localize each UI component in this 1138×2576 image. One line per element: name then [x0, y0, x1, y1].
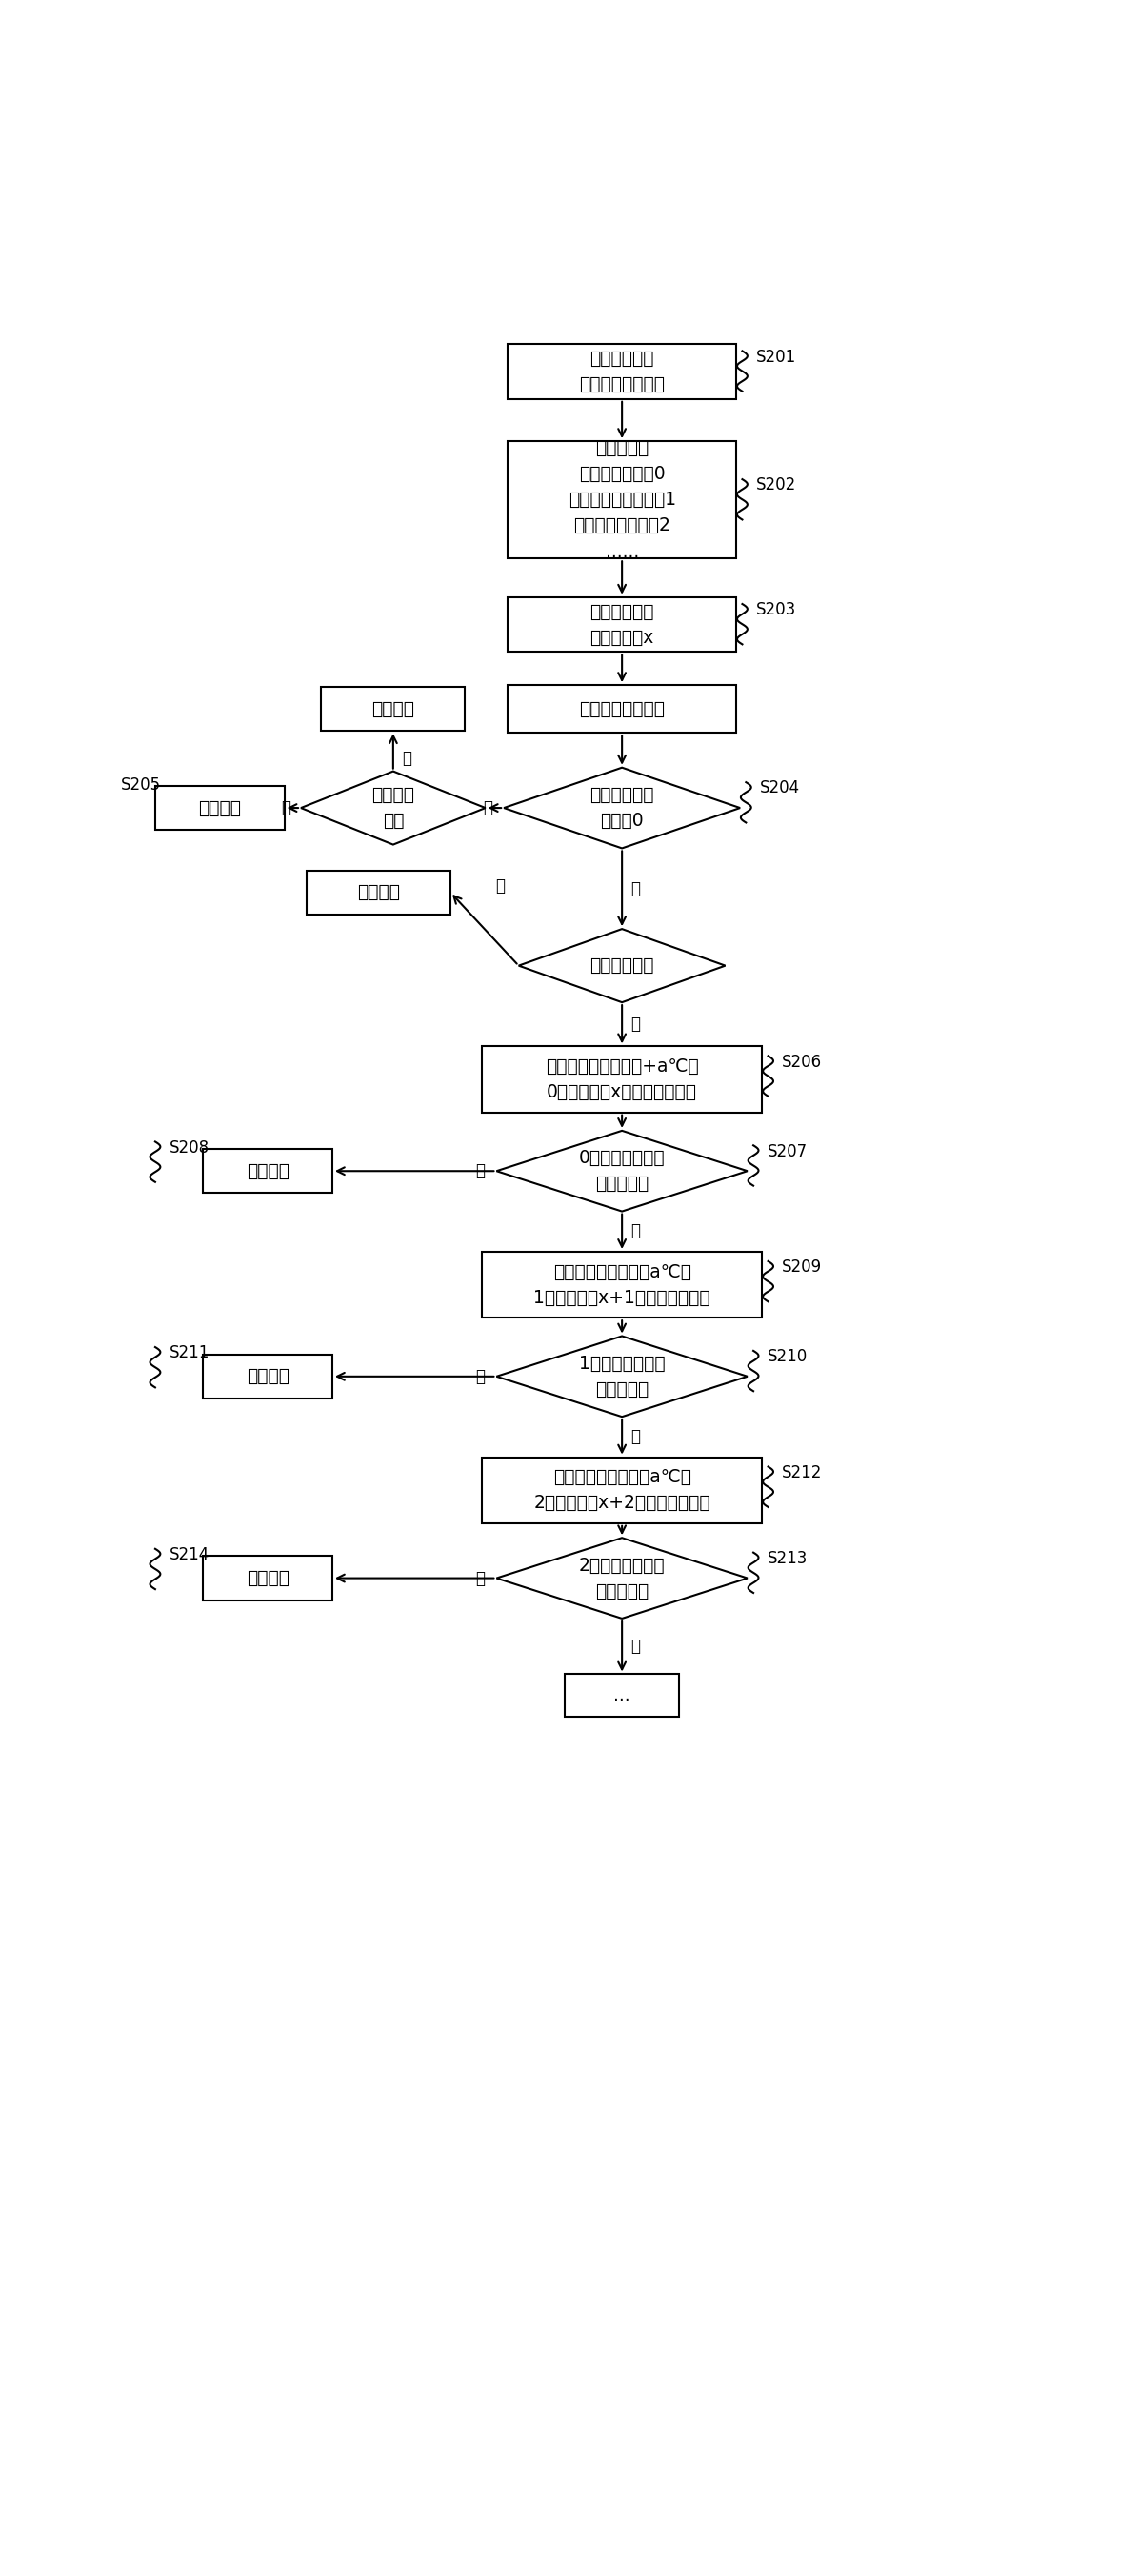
Bar	[204, 1355, 332, 1399]
Text: 进入制冷判断过程: 进入制冷判断过程	[579, 701, 665, 719]
Text: 是: 是	[476, 1569, 485, 1587]
Text: 否: 否	[630, 1638, 640, 1654]
Text: S206: S206	[782, 1054, 823, 1072]
Text: 安排温度未低于下限+a℃的
0级库房中的x个一起进入制冷: 安排温度未低于下限+a℃的 0级库房中的x个一起进入制冷	[545, 1056, 699, 1103]
Text: 否: 否	[495, 878, 505, 894]
Text: 是否需要制冷: 是否需要制冷	[589, 956, 654, 974]
Text: S202: S202	[757, 477, 797, 495]
Text: 根据实际工程
预设库房负荷大小: 根据实际工程 预设库房负荷大小	[579, 350, 665, 394]
Text: S211: S211	[170, 1345, 209, 1363]
Polygon shape	[504, 768, 740, 848]
Polygon shape	[496, 1131, 748, 1211]
Bar	[508, 345, 736, 399]
Text: 否: 否	[630, 1224, 640, 1239]
Bar	[306, 871, 451, 914]
Bar	[481, 1458, 762, 1522]
Bar	[508, 598, 736, 652]
Text: S205: S205	[122, 775, 162, 793]
Text: 进入制冷: 进入制冷	[246, 1162, 289, 1180]
Bar	[321, 688, 465, 732]
Text: S214: S214	[170, 1546, 209, 1564]
Text: S208: S208	[170, 1139, 209, 1157]
Text: S212: S212	[782, 1463, 823, 1481]
Text: S201: S201	[757, 348, 797, 366]
Text: 进入制冷: 进入制冷	[246, 1368, 289, 1386]
Text: S213: S213	[767, 1551, 808, 1566]
Text: 否: 否	[630, 881, 640, 896]
Text: S204: S204	[760, 781, 800, 796]
Text: 判断库房位级
是否为0: 判断库房位级 是否为0	[589, 786, 654, 829]
Text: 2级库房满足以上
条件就绪？: 2级库房满足以上 条件就绪？	[579, 1556, 665, 1600]
Text: 是否需要
制冷: 是否需要 制冷	[372, 786, 414, 829]
Text: 设定联合制冷
库房的个数x: 设定联合制冷 库房的个数x	[589, 603, 654, 647]
Text: 进入制冷: 进入制冷	[246, 1569, 289, 1587]
Polygon shape	[519, 930, 725, 1002]
Bar	[155, 786, 284, 829]
Text: 否: 否	[630, 1427, 640, 1445]
Text: 安排温度未低于下限a℃的
2级库房中的x+2个一起进入制冷: 安排温度未低于下限a℃的 2级库房中的x+2个一起进入制冷	[534, 1468, 710, 1512]
Text: S209: S209	[782, 1260, 823, 1275]
Bar	[204, 1149, 332, 1193]
Text: 0级库房满足以上
条件就绪？: 0级库房满足以上 条件就绪？	[579, 1149, 665, 1193]
Polygon shape	[496, 1538, 748, 1618]
Text: 保持现状: 保持现状	[372, 701, 414, 719]
Bar	[481, 1046, 762, 1113]
Text: 是: 是	[630, 1015, 640, 1033]
Text: 1级库房满足以上
条件就绪？: 1级库房满足以上 条件就绪？	[579, 1355, 665, 1399]
Text: 设定如下：
正常库房位级为0
负荷较小库房位级为1
负荷极小库房位级2
......: 设定如下： 正常库房位级为0 负荷较小库房位级为1 负荷极小库房位级2 ....…	[568, 438, 676, 562]
Bar	[508, 685, 736, 732]
Text: 是: 是	[483, 799, 493, 817]
Bar	[481, 1252, 762, 1319]
Text: ...: ...	[613, 1687, 630, 1705]
Text: 是: 是	[476, 1368, 485, 1386]
Text: 是: 是	[476, 1162, 485, 1180]
Bar	[508, 440, 736, 559]
Text: 否: 否	[402, 750, 411, 768]
Bar	[564, 1674, 679, 1716]
Text: 进入制冷: 进入制冷	[198, 799, 241, 817]
Text: 保持现状: 保持现状	[357, 884, 399, 902]
Text: S207: S207	[767, 1144, 808, 1159]
Polygon shape	[300, 770, 486, 845]
Text: 是: 是	[281, 799, 291, 817]
Text: 安排温度未低于下限a℃的
1级库房中的x+1个一起进入制冷: 安排温度未低于下限a℃的 1级库房中的x+1个一起进入制冷	[534, 1262, 710, 1306]
Text: S203: S203	[757, 600, 797, 618]
Bar	[204, 1556, 332, 1600]
Polygon shape	[496, 1337, 748, 1417]
Text: S210: S210	[767, 1347, 808, 1365]
